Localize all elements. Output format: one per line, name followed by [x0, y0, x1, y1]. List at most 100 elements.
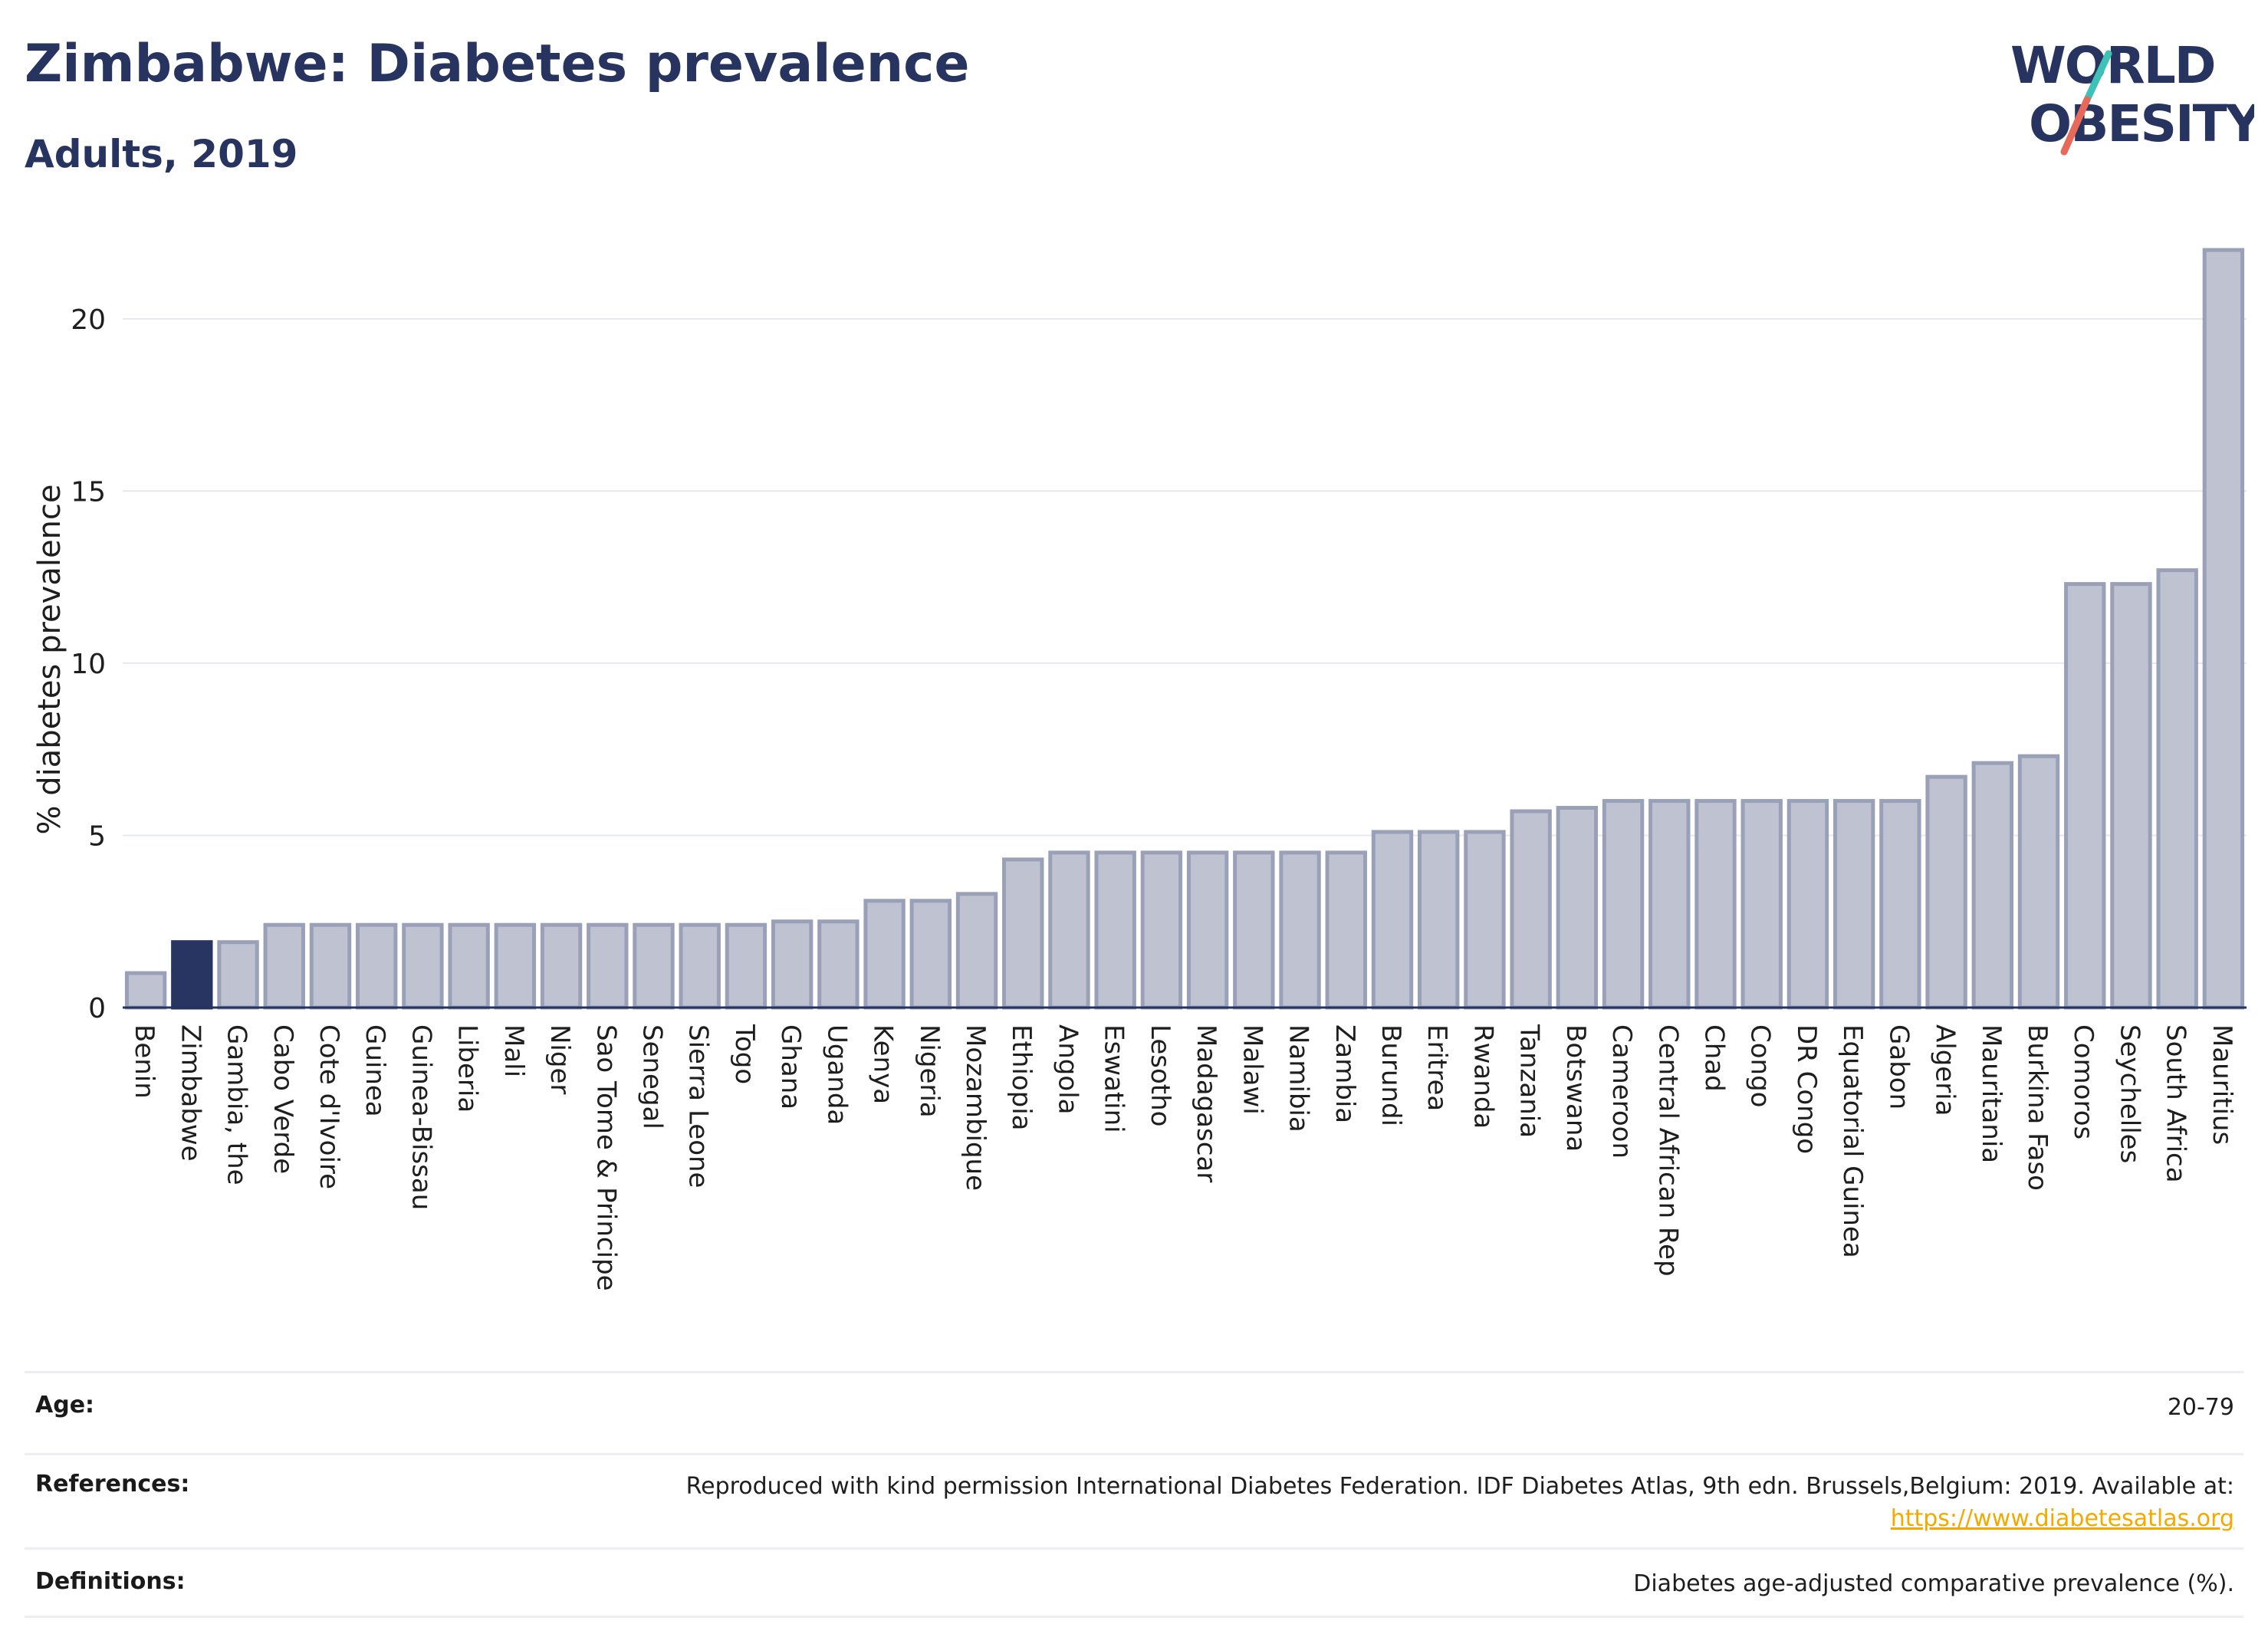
x-tick-label: Guinea	[360, 1024, 390, 1117]
x-tick-label: Ghana	[775, 1024, 806, 1110]
x-tick-label: Nigeria	[914, 1024, 945, 1118]
bar-dr-congo	[1786, 799, 1829, 1010]
bar-madagascar	[1186, 850, 1229, 1010]
x-tick-label: Comoros	[2068, 1024, 2099, 1139]
bar-equatorial-guinea	[1832, 799, 1875, 1010]
bar-eswatini	[1094, 850, 1136, 1010]
bar-uganda	[817, 919, 860, 1010]
x-tick-label: Namibia	[1284, 1024, 1314, 1133]
x-tick-label: Madagascar	[1191, 1024, 1221, 1182]
diabetes-atlas-link[interactable]: https://www.diabetesatlas.org	[1890, 1505, 2234, 1532]
logo-slash-top	[2083, 50, 2112, 104]
bar-zimbabwe	[171, 940, 213, 1010]
y-tick-label: 0	[88, 993, 106, 1024]
bar-cote-d-ivoire	[309, 922, 352, 1010]
x-tick-label: Botswana	[1560, 1024, 1591, 1152]
y-tick-label: 20	[71, 304, 106, 336]
bar-ghana	[771, 919, 814, 1010]
y-tick-label: 15	[71, 476, 106, 508]
x-tick-label: Niger	[544, 1024, 575, 1094]
bar-central-african-rep	[1648, 799, 1691, 1010]
bar-mauritius	[2202, 248, 2245, 1010]
bar-rwanda	[1464, 830, 1506, 1010]
x-tick-label: Benin	[129, 1024, 159, 1099]
info-row-definitions: Definitions: Diabetes age-adjusted compa…	[25, 1547, 2243, 1618]
world-obesity-logo[interactable]: WORLD OBESITY	[1994, 31, 2265, 169]
bar-lesotho	[1140, 850, 1183, 1010]
bar-angola	[1048, 850, 1090, 1010]
x-tick-label: Sierra Leone	[683, 1024, 714, 1188]
y-axis-label: % diabetes prevalence	[32, 484, 67, 834]
x-tick-label: Seychelles	[2114, 1024, 2145, 1163]
bar-niger	[540, 922, 583, 1010]
x-tick-label: Congo	[1745, 1024, 1776, 1107]
x-tick-label: Mauritius	[2207, 1024, 2237, 1145]
grid-lines	[123, 317, 2247, 837]
tick-labels: 0 5 10 15 20 Benin Zimbabwe Gambia, the Cabo Ver…	[71, 304, 2237, 1291]
bar-zambia	[1325, 850, 1367, 1010]
x-tick-label: Cameroon	[1606, 1024, 1637, 1159]
x-tick-label: Cabo Verde	[268, 1024, 298, 1174]
x-tick-label: South Africa	[2161, 1024, 2191, 1183]
x-tick-label: Algeria	[1930, 1024, 1961, 1116]
bar-chad	[1694, 799, 1737, 1010]
bar-cameroon	[1602, 799, 1645, 1010]
references-text: Reproduced with kind permission Internat…	[685, 1473, 2234, 1500]
logo-slash-bottom	[2060, 96, 2091, 156]
bar-gambia-the	[217, 940, 259, 1010]
bar-liberia	[448, 922, 490, 1010]
x-tick-label: Gambia, the	[222, 1024, 252, 1185]
logo-graphic: WORLD OBESITY	[2010, 36, 2265, 156]
bar-togo	[725, 922, 768, 1010]
page-title: Zimbabwe: Diabetes prevalence	[25, 34, 970, 94]
x-tick-label: Gabon	[1883, 1024, 1914, 1110]
logo-word-2: OBESITY	[2029, 94, 2254, 153]
bar-seychelles	[2110, 582, 2152, 1010]
x-tick-label: Angola	[1052, 1024, 1083, 1114]
bar-namibia	[1279, 850, 1321, 1010]
x-tick-label: Central African Rep	[1652, 1024, 1683, 1277]
info-value-age: 20-79	[2167, 1394, 2234, 1421]
bar-comoros	[2064, 582, 2106, 1010]
x-tick-label: Togo	[729, 1024, 760, 1084]
bar-kenya	[863, 899, 906, 1010]
x-tick-label: Burundi	[1376, 1024, 1406, 1126]
info-label-definitions: Definitions:	[35, 1568, 186, 1595]
x-tick-label: Liberia	[452, 1024, 483, 1113]
x-tick-label: Senegal	[637, 1024, 668, 1129]
x-tick-label: Mauritania	[1976, 1024, 2007, 1163]
y-tick-label: 5	[88, 820, 106, 852]
bar-chart: 0 5 10 15 20 Benin Zimbabwe Gambia, the Cabo Ver…	[32, 248, 2247, 1291]
bar-ethiopia	[1002, 857, 1044, 1010]
info-value-references: Reproduced with kind permission Internat…	[686, 1471, 2243, 1535]
bar-gabon	[1879, 799, 1921, 1010]
bar-tanzania	[1510, 809, 1552, 1010]
bars	[124, 248, 2245, 1010]
info-table: Age: 20-79 References: Reproduced with k…	[25, 1371, 2243, 1618]
y-tick-label: 10	[71, 649, 106, 680]
x-tick-label: Zimbabwe	[175, 1024, 205, 1162]
x-tick-label: Equatorial Guinea	[1837, 1024, 1868, 1258]
x-tick-label: Eritrea	[1422, 1024, 1452, 1111]
x-tick-label: Rwanda	[1468, 1024, 1498, 1129]
x-tick-label: Uganda	[821, 1024, 852, 1125]
bar-benin	[124, 971, 167, 1010]
x-tick-label: Malawi	[1237, 1024, 1267, 1115]
bar-sao-tome-principe	[587, 922, 629, 1010]
x-tick-label: Guinea-Bissau	[406, 1024, 436, 1210]
page-subtitle: Adults, 2019	[25, 132, 298, 176]
bar-algeria	[1925, 774, 1967, 1010]
bar-burundi	[1371, 830, 1414, 1010]
bar-guinea	[356, 922, 398, 1010]
info-label-references: References:	[35, 1471, 190, 1498]
x-tick-label: Burkina Faso	[2022, 1024, 2053, 1191]
x-tick-label: Ethiopia	[1006, 1024, 1037, 1130]
bar-mozambique	[955, 892, 998, 1010]
info-value-definitions: Diabetes age-adjusted comparative preval…	[1633, 1570, 2234, 1597]
info-row-references: References: Reproduced with kind permiss…	[25, 1453, 2243, 1547]
x-tick-label: Mozambique	[960, 1024, 991, 1191]
bar-nigeria	[909, 899, 952, 1010]
bar-mali	[494, 922, 537, 1010]
bar-south-africa	[2156, 568, 2198, 1010]
x-tick-label: Chad	[1699, 1024, 1730, 1092]
